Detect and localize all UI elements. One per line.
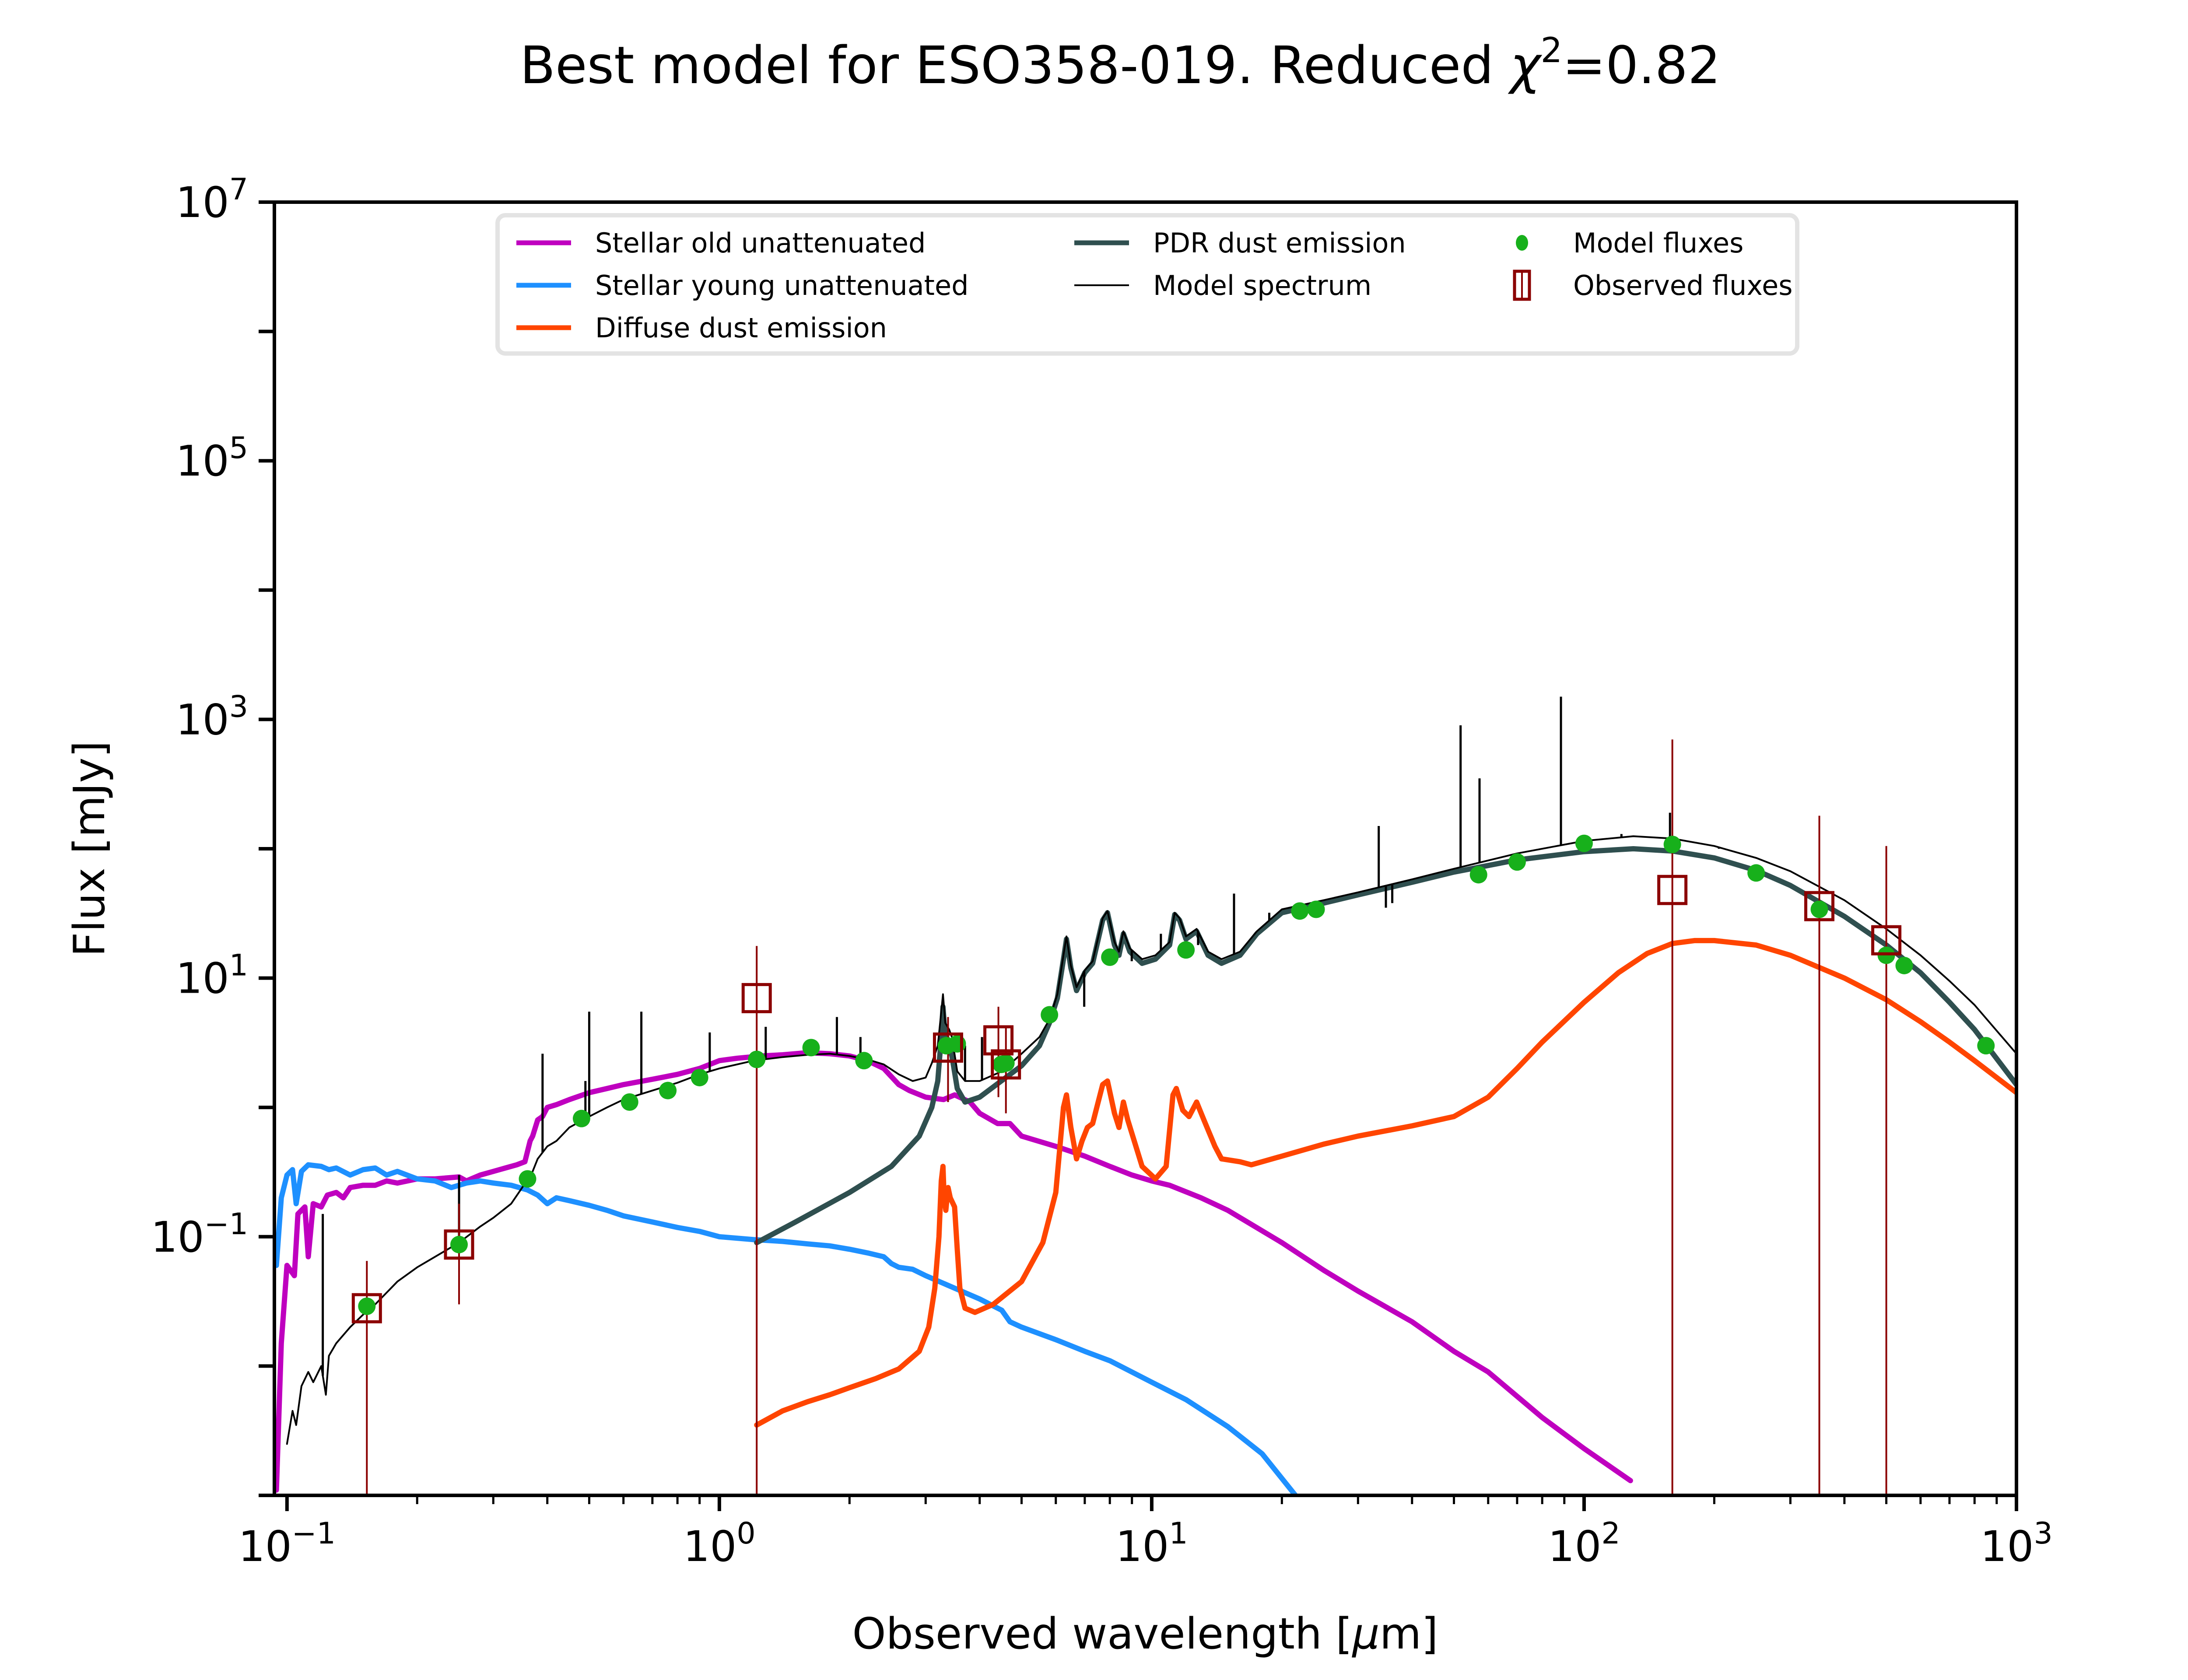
x-tick-exponent: 1 (1169, 1516, 1188, 1551)
y-tick-exponent: 5 (229, 431, 248, 466)
model-flux-point (1575, 834, 1593, 852)
y-tick-exponent: 7 (229, 172, 248, 207)
model-flux-point (519, 1170, 536, 1188)
y-tick-label: 107 (176, 172, 248, 227)
model-flux-point (948, 1035, 966, 1053)
y-tick-exponent: 1 (229, 948, 248, 983)
x-axis-label: Observed wavelength [μm] (852, 1609, 1438, 1659)
model-flux-point (748, 1050, 766, 1068)
x-tick-base: 10 (238, 1522, 292, 1571)
y-tick-base: 10 (176, 178, 229, 227)
legend-label: Model spectrum (1153, 270, 1371, 301)
model-flux-point (1177, 941, 1195, 959)
chart-title-suffix: =0.82 (1562, 35, 1721, 95)
series-diffuse-dust-emission (754, 938, 2016, 1428)
x-tick-label: 10−1 (238, 1516, 336, 1571)
x-tick-label: 102 (1548, 1516, 1620, 1571)
x-tick-exponent: 2 (1601, 1516, 1620, 1551)
legend-swatch (1516, 235, 1528, 251)
y-tick-label: 101 (176, 948, 248, 1003)
model-flux-point (997, 1054, 1015, 1072)
chart-title-prefix: Best model for ESO358-019. Reduced (520, 35, 1510, 95)
x-tick-label: 101 (1115, 1516, 1188, 1571)
model-flux-point (1810, 900, 1828, 918)
observed-flux-point (983, 1025, 1014, 1056)
model-flux-point (1291, 902, 1309, 920)
y-tick-exponent: 3 (229, 690, 248, 724)
series-stellar-young-unattenuated (274, 1162, 1298, 1495)
y-tick-base: 10 (151, 1213, 204, 1262)
legend: Stellar old unattenuated Stellar young un… (495, 213, 1799, 356)
legend-frame (495, 213, 1799, 356)
model-flux-point (1663, 836, 1681, 854)
y-tick-base: 10 (176, 695, 229, 744)
model-flux-point (1508, 853, 1526, 871)
chart-title: Best model for ESO358-019. Reduced χ2=0.… (520, 31, 1721, 95)
x-axis-label-prefix: Observed wavelength [ (852, 1609, 1353, 1659)
y-tick-label: 105 (176, 431, 248, 486)
observed-flux-point (1657, 875, 1688, 905)
model-flux-point (659, 1082, 677, 1099)
model-flux-point (1469, 866, 1487, 884)
x-tick-base: 10 (683, 1522, 736, 1571)
model-flux-point (855, 1052, 873, 1070)
model-flux-point (1747, 864, 1765, 882)
y-tick-exponent: −1 (204, 1207, 248, 1242)
legend-label: Stellar old unattenuated (595, 227, 926, 259)
series-stellar-old-unattenuated (274, 1050, 1633, 1493)
chart-title-sup: 2 (1541, 31, 1563, 70)
observed-flux-point (933, 1032, 963, 1063)
model-flux-point (691, 1069, 708, 1087)
x-tick-label: 103 (1980, 1516, 2052, 1571)
model-flux-point (1041, 1006, 1059, 1024)
x-tick-base: 10 (1980, 1522, 2034, 1571)
chart-title-chi: χ (1508, 35, 1543, 95)
observed-flux-point (351, 1293, 382, 1323)
observed-flux-point (1871, 925, 1902, 956)
legend-item-model-fluxes: Model fluxes (1516, 227, 1743, 259)
legend-label: Observed fluxes (1573, 270, 1793, 301)
legend-item-model-spectrum: Model spectrum (1074, 270, 1371, 301)
markers-layer (351, 739, 1995, 1495)
model-flux-point (1977, 1037, 1995, 1055)
x-tick-label: 100 (683, 1516, 755, 1571)
legend-label: Model fluxes (1573, 227, 1743, 259)
legend-item-stellar-old-unattenuated: Stellar old unattenuated (516, 227, 926, 259)
legend-label: PDR dust emission (1153, 227, 1406, 259)
x-axis: 10−1 100 101 102 103 (238, 1495, 2053, 1571)
y-tick-base: 10 (176, 437, 229, 486)
x-tick-base: 10 (1115, 1522, 1169, 1571)
model-flux-point (1101, 948, 1119, 966)
y-tick-label: 103 (176, 690, 248, 744)
model-flux-point (572, 1110, 590, 1127)
x-axis-label-suffix: m] (1380, 1609, 1438, 1659)
x-tick-exponent: 0 (736, 1516, 755, 1551)
observed-flux-point (991, 1049, 1021, 1080)
legend-label: Diffuse dust emission (595, 312, 887, 344)
x-tick-exponent: 3 (2034, 1516, 2052, 1551)
model-flux-point (802, 1039, 820, 1057)
legend-item-stellar-young-unattenuated: Stellar young unattenuated (516, 270, 968, 301)
x-tick-exponent: −1 (292, 1516, 336, 1551)
legend-label: Stellar young unattenuated (595, 270, 968, 301)
y-axis-label: Flux [mJy] (65, 741, 115, 957)
observed-flux-point (741, 983, 772, 1013)
x-tick-base: 10 (1548, 1522, 1601, 1571)
legend-item-observed-fluxes: Observed fluxes (1513, 270, 1793, 301)
legend-item-diffuse-dust-emission: Diffuse dust emission (516, 312, 887, 344)
y-tick-label: 10−1 (151, 1207, 248, 1262)
observed-flux-point (1804, 891, 1835, 921)
model-flux-point (621, 1093, 638, 1111)
model-flux-point (450, 1236, 468, 1253)
observed-flux-point (444, 1229, 474, 1260)
y-tick-base: 10 (176, 954, 229, 1003)
model-flux-point (1307, 900, 1325, 918)
model-flux-point (358, 1297, 376, 1315)
x-axis-label-mu: μ (1351, 1609, 1379, 1659)
model-flux-point (1895, 956, 1913, 974)
legend-item-pdr-dust-emission: PDR dust emission (1074, 227, 1406, 259)
